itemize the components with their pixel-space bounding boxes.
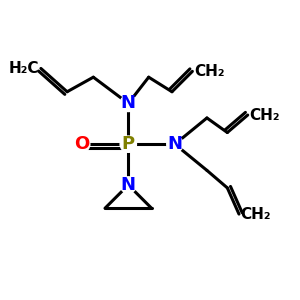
Circle shape xyxy=(120,136,136,152)
Text: O: O xyxy=(74,135,89,153)
Circle shape xyxy=(120,95,136,112)
Text: N: N xyxy=(167,135,182,153)
Text: CH₂: CH₂ xyxy=(249,107,280,122)
Text: N: N xyxy=(121,94,136,112)
Circle shape xyxy=(167,136,183,152)
Text: CH₂: CH₂ xyxy=(240,207,271,222)
Text: CH₂: CH₂ xyxy=(194,64,224,79)
Circle shape xyxy=(74,136,90,152)
Text: P: P xyxy=(122,135,135,153)
Circle shape xyxy=(120,177,136,193)
Text: N: N xyxy=(121,176,136,194)
Text: H₂C: H₂C xyxy=(9,61,40,76)
